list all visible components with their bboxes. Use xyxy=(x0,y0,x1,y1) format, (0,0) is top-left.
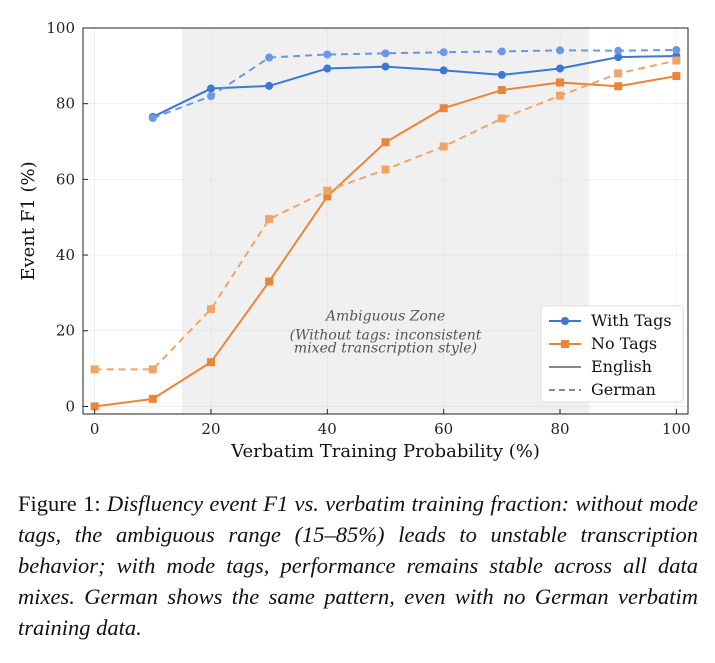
data-point-no-tags-english xyxy=(556,78,565,87)
data-point-with-tags-german xyxy=(614,46,623,55)
data-point-with-tags-english xyxy=(439,66,448,75)
y-tick-label: 60 xyxy=(56,170,75,188)
data-point-no-tags-english xyxy=(206,358,215,367)
data-point-no-tags-english xyxy=(672,72,681,81)
data-point-no-tags-german xyxy=(381,165,390,174)
data-point-with-tags-english xyxy=(614,53,623,62)
data-point-with-tags-english xyxy=(497,70,506,79)
data-point-with-tags-english xyxy=(323,64,332,73)
data-point-with-tags-german xyxy=(439,48,448,57)
y-axis-label: Event F1 (%) xyxy=(18,161,39,280)
data-point-no-tags-english xyxy=(614,82,623,91)
y-tick-label: 80 xyxy=(56,95,75,113)
data-point-with-tags-english xyxy=(381,62,390,71)
x-tick-label: 0 xyxy=(90,420,100,438)
y-tick-label: 100 xyxy=(46,19,75,37)
data-point-no-tags-german xyxy=(497,114,506,123)
data-point-with-tags-german xyxy=(381,49,390,58)
data-point-with-tags-german xyxy=(265,53,274,62)
caption-label: Figure 1: xyxy=(18,491,107,516)
caption-text: Disfluency event F1 vs. verbatim trainin… xyxy=(18,491,698,640)
data-point-no-tags-german xyxy=(90,365,99,374)
data-point-with-tags-german xyxy=(148,114,157,123)
legend-box xyxy=(540,305,684,403)
x-tick-label: 20 xyxy=(201,420,220,438)
data-point-with-tags-german xyxy=(672,45,681,54)
data-point-with-tags-english xyxy=(556,64,565,73)
data-point-no-tags-german xyxy=(614,69,623,78)
x-tick-label: 40 xyxy=(318,420,337,438)
ambiguous-zone-annotation-line: mixed transcription style) xyxy=(294,340,477,356)
data-point-no-tags-english xyxy=(90,402,99,411)
data-point-with-tags-german xyxy=(206,92,215,101)
chart-legend: With Tags No Tags English German xyxy=(540,305,684,403)
data-point-no-tags-german xyxy=(206,305,215,314)
legend-marker-with-tags xyxy=(561,317,569,325)
data-point-no-tags-english xyxy=(148,394,157,403)
plot-frame xyxy=(82,27,689,415)
x-tick-label: 60 xyxy=(434,420,453,438)
data-point-with-tags-german xyxy=(323,50,332,59)
x-axis-label: Verbatim Training Probability (%) xyxy=(230,441,540,462)
ambiguous-zone-annotation-line: Ambiguous Zone xyxy=(324,309,445,325)
data-point-no-tags-english xyxy=(497,86,506,95)
series-line-with-tags-german xyxy=(152,48,677,120)
data-point-no-tags-german xyxy=(323,186,332,195)
data-point-no-tags-english xyxy=(439,104,448,113)
data-point-no-tags-german xyxy=(148,365,157,374)
data-point-no-tags-english xyxy=(323,192,332,201)
legend-label-with-tags: With Tags xyxy=(591,311,672,330)
legend-label-no-tags: No Tags xyxy=(591,334,657,353)
y-tick-label: 20 xyxy=(56,322,75,340)
data-point-no-tags-german xyxy=(439,142,448,151)
legend-marker-no-tags xyxy=(561,340,569,348)
data-point-no-tags-german xyxy=(265,215,274,224)
series-line-with-tags-english xyxy=(152,55,677,118)
x-tick-label: 100 xyxy=(662,420,691,438)
ambiguous-zone-annotation-line: (Without tags: inconsistent xyxy=(290,328,482,344)
legend-label-english: English xyxy=(591,357,652,376)
figure-caption: Figure 1: Disfluency event F1 vs. verbat… xyxy=(18,488,698,643)
data-point-no-tags-german xyxy=(556,91,565,100)
legend-label-german: German xyxy=(591,380,656,399)
y-tick-label: 0 xyxy=(65,397,75,415)
data-point-with-tags-english xyxy=(206,84,215,93)
y-tick-label: 40 xyxy=(56,246,75,264)
data-point-no-tags-german xyxy=(672,56,681,65)
data-point-with-tags-german xyxy=(497,47,506,56)
data-point-no-tags-english xyxy=(265,277,274,286)
data-point-with-tags-german xyxy=(556,46,565,55)
event-f1-chart: Ambiguous Zone (Without tags: inconsisten… xyxy=(18,19,691,462)
ambiguous-zone-region xyxy=(181,28,590,414)
x-tick-label: 80 xyxy=(550,420,569,438)
data-point-with-tags-english xyxy=(265,81,274,90)
data-point-no-tags-english xyxy=(381,138,390,147)
